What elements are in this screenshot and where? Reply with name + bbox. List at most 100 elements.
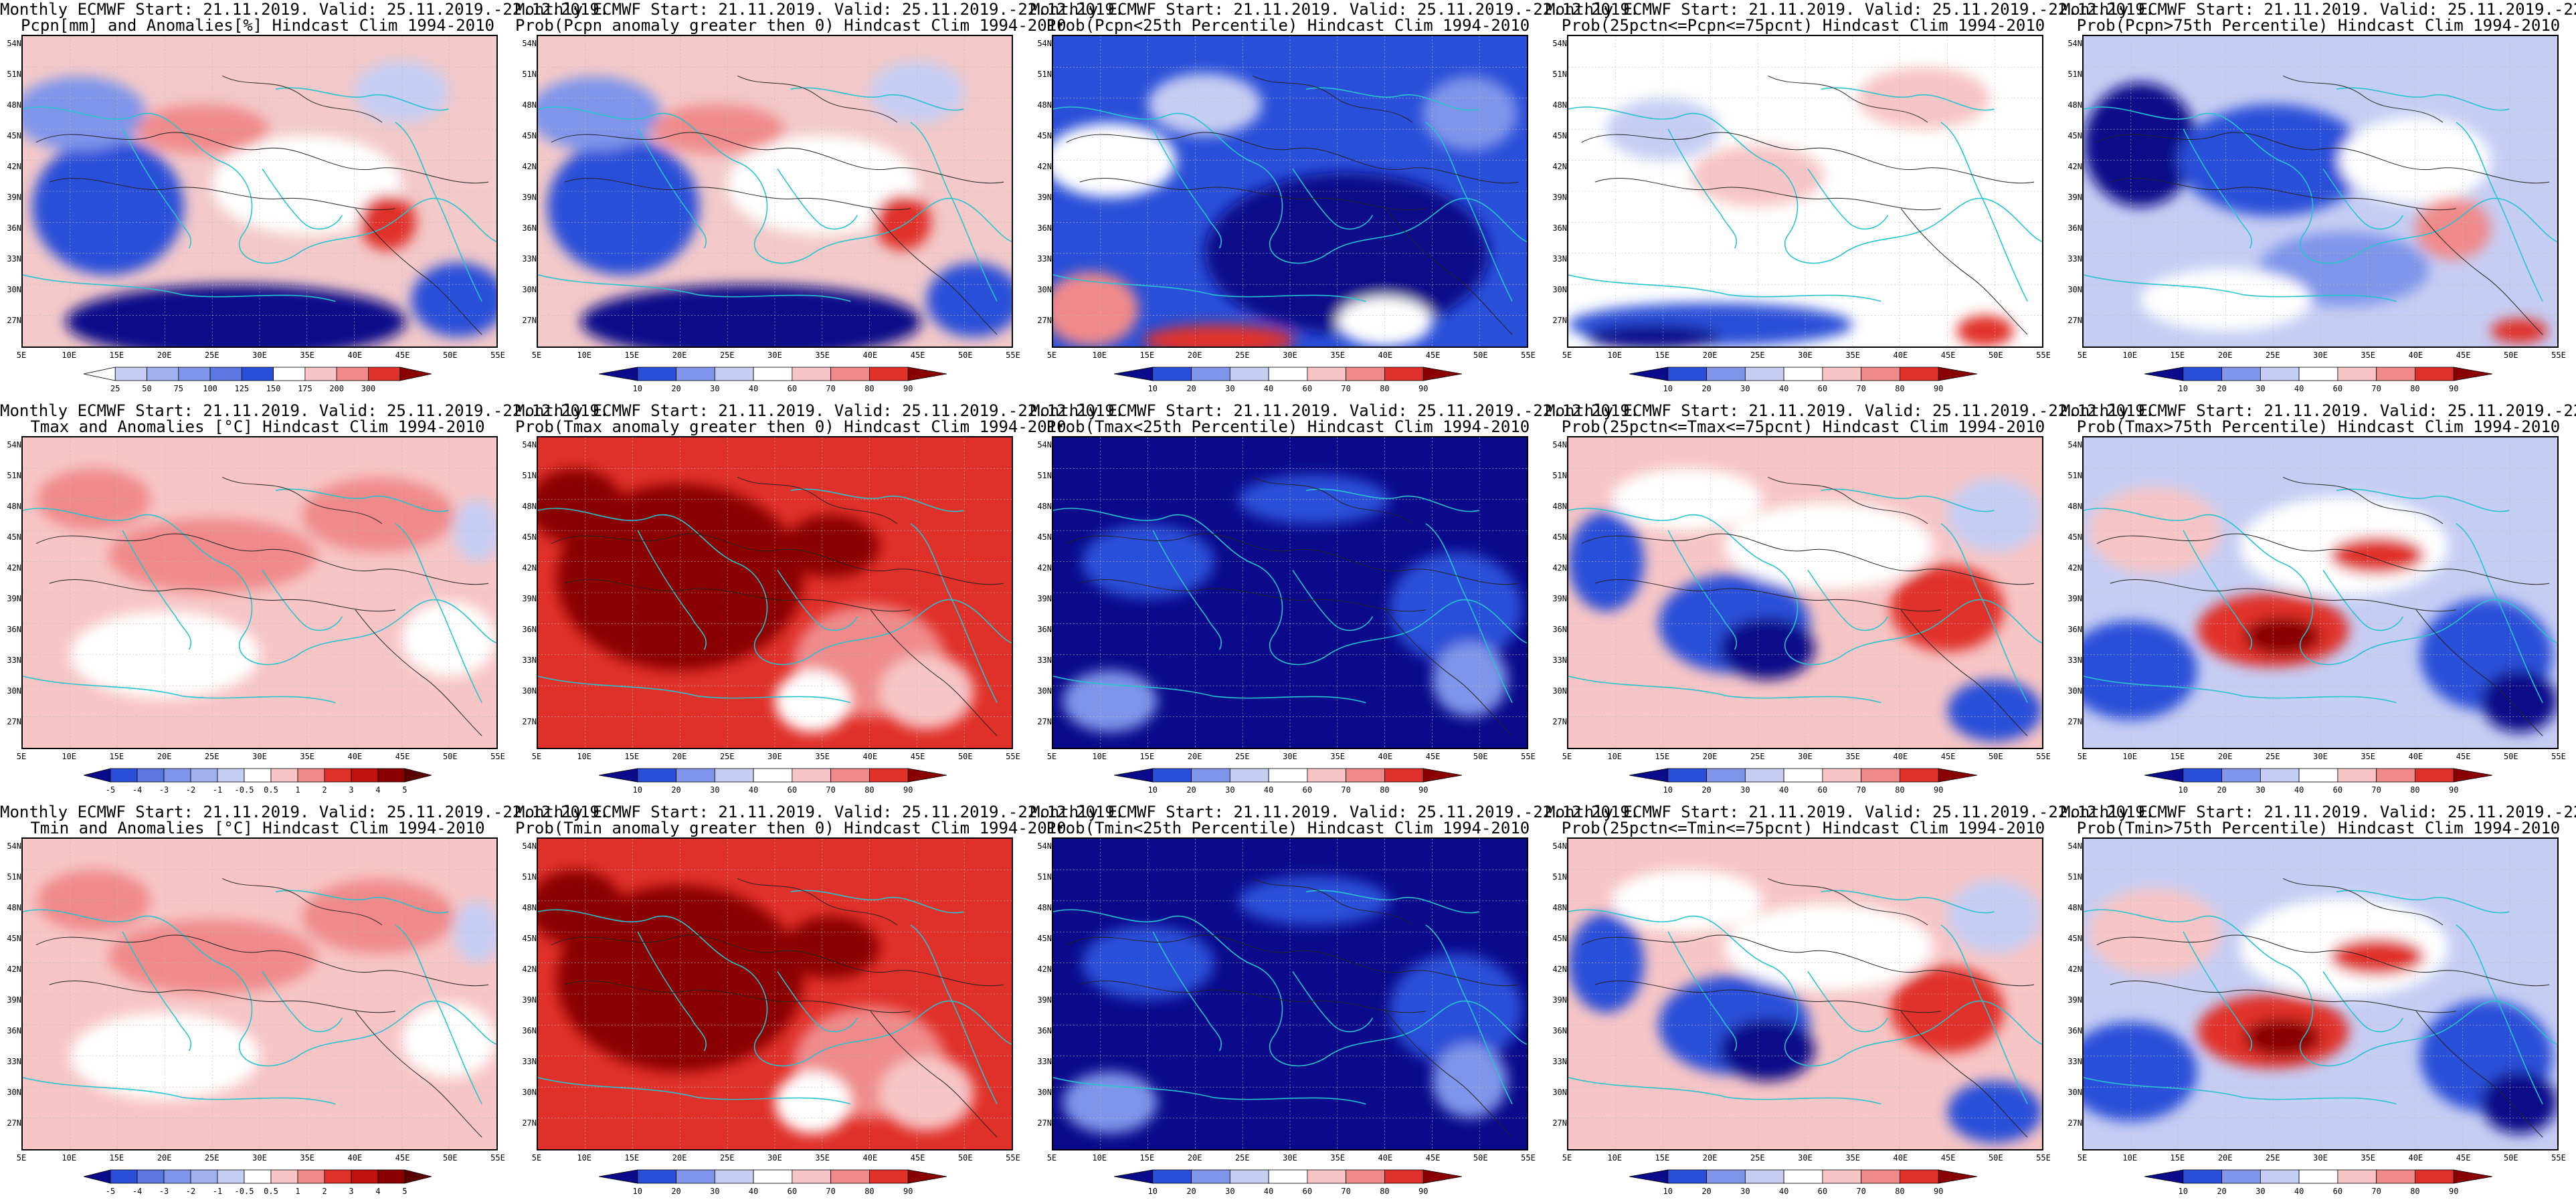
lon-tick-label: 5E xyxy=(1046,1153,1057,1163)
colorbar-tick-label: -0.5 xyxy=(234,1187,254,1196)
coastline xyxy=(1940,122,2028,302)
colorbar-swatch xyxy=(1861,768,1900,783)
coastline xyxy=(1292,168,1374,230)
coastline xyxy=(23,106,496,264)
lat-tick-label: 30N xyxy=(522,285,537,294)
lon-tick-label: 35E xyxy=(1845,752,1861,761)
colorbar-tick-label: 175 xyxy=(298,384,312,393)
lon-tick-label: 5E xyxy=(531,752,542,761)
forecast-panel: Monthly ECMWF Start: 21.11.2019. Valid: … xyxy=(515,0,1124,401)
coastline xyxy=(637,931,707,1051)
lat-tick-label: 48N xyxy=(522,903,537,912)
lat-tick-label: 42N xyxy=(1037,162,1052,171)
coastline xyxy=(1292,569,1374,631)
lat-tick-label: 39N xyxy=(7,193,21,202)
anomaly-region xyxy=(2330,938,2425,976)
colorbar xyxy=(599,768,947,783)
colorbar-swatch xyxy=(1667,367,1707,381)
lat-tick-label: 27N xyxy=(2067,717,2082,726)
contour-line xyxy=(1385,1011,1513,1138)
colorbar-swatch xyxy=(830,768,870,783)
colorbar-swatch xyxy=(1706,768,1746,783)
colorbar-tick-label: 10 xyxy=(2178,1187,2188,1196)
colorbar-tick-label: 30 xyxy=(2256,1187,2266,1196)
colorbar-swatch xyxy=(1783,367,1823,381)
contour-line xyxy=(551,132,1004,184)
colorbar xyxy=(2144,367,2492,381)
lon-tick-label: 20E xyxy=(2217,350,2233,360)
colorbar-swatch xyxy=(869,367,909,381)
contour-line xyxy=(1900,609,2028,736)
lat-tick-label: 27N xyxy=(7,1118,21,1128)
lat-tick-label: 39N xyxy=(1552,995,1567,1005)
contour-line xyxy=(2110,177,2456,211)
lat-tick-label: 36N xyxy=(522,1026,537,1035)
lon-tick-label: 45E xyxy=(910,350,925,360)
contour-line xyxy=(222,76,383,123)
anomaly-region xyxy=(401,601,496,677)
colorbar-swatch xyxy=(714,1169,754,1184)
colorbar-swatch xyxy=(1307,367,1347,381)
lon-tick-label: 35E xyxy=(1330,350,1346,360)
coastline xyxy=(395,924,482,1104)
forecast-panel: Monthly ECMWF Start: 21.11.2019. Valid: … xyxy=(1030,401,1639,803)
lat-tick-label: 33N xyxy=(1037,1057,1052,1066)
lat-tick-label: 51N xyxy=(1037,872,1052,882)
colorbar-tick-label: 90 xyxy=(2448,1187,2459,1196)
colorbar-tick-label: 80 xyxy=(2410,1187,2420,1196)
colorbar-tick-label: -1 xyxy=(212,1187,223,1196)
lon-tick-label: 20E xyxy=(672,350,687,360)
contour-line xyxy=(870,1011,998,1138)
contour-line xyxy=(1253,878,1413,926)
colorbar xyxy=(599,1169,947,1184)
lon-tick-label: 10E xyxy=(1092,752,1107,761)
contour-line xyxy=(551,934,1004,987)
lat-tick-label: 36N xyxy=(2067,1026,2082,1035)
contour-line xyxy=(2110,579,2456,612)
contour-line xyxy=(2283,878,2444,926)
contour-line xyxy=(1900,1011,2028,1138)
map-field-svg xyxy=(1053,839,1527,1149)
coastline xyxy=(1152,931,1222,1051)
lat-tick-label: 45N xyxy=(7,934,21,943)
lon-tick-label: 55E xyxy=(1006,1153,1020,1163)
anomaly-region xyxy=(869,61,965,123)
lat-tick-label: 33N xyxy=(1037,656,1052,665)
map-field-svg xyxy=(538,437,1012,748)
contour-line xyxy=(222,477,383,524)
colorbar-swatch xyxy=(2144,367,2184,381)
lon-tick-label: 15E xyxy=(2170,1153,2185,1163)
lat-tick-label: 48N xyxy=(7,502,21,511)
forecast-map xyxy=(21,436,498,749)
colorbar-tick-label: -5 xyxy=(105,785,116,795)
lat-tick-label: 33N xyxy=(522,656,537,665)
anomaly-region xyxy=(879,654,974,730)
lat-tick-label: 48N xyxy=(1552,903,1567,912)
lat-tick-label: 54N xyxy=(2067,440,2082,449)
colorbar-swatch xyxy=(1114,367,1154,381)
forecast-panel: Monthly ECMWF Start: 21.11.2019. Valid: … xyxy=(1546,401,2154,803)
lat-tick-label: 39N xyxy=(522,594,537,603)
colorbar-swatch xyxy=(2298,367,2338,381)
colorbar xyxy=(1629,367,1977,381)
coastline xyxy=(2336,890,2510,914)
lon-tick-label: 45E xyxy=(910,1153,925,1163)
lat-tick-label: 45N xyxy=(2067,532,2082,542)
lat-tick-label: 36N xyxy=(1037,223,1052,233)
anomaly-region xyxy=(2084,1021,2197,1122)
lon-tick-label: 10E xyxy=(2122,1153,2138,1163)
coastline xyxy=(395,122,482,302)
map-field-svg xyxy=(2084,839,2557,1149)
coastline xyxy=(23,909,496,1067)
contour-line xyxy=(737,878,898,926)
lat-tick-label: 39N xyxy=(2067,594,2082,603)
lat-tick-label: 42N xyxy=(1552,965,1567,974)
lat-tick-label: 30N xyxy=(7,285,21,294)
lat-tick-label: 54N xyxy=(1037,39,1052,48)
anomaly-region xyxy=(1956,315,2014,346)
contour-line xyxy=(564,177,911,211)
lat-tick-label: 54N xyxy=(522,39,537,48)
lon-tick-label: 40E xyxy=(1378,1153,1393,1163)
colorbar-swatch xyxy=(1744,768,1784,783)
lon-tick-label: 20E xyxy=(1702,350,1718,360)
